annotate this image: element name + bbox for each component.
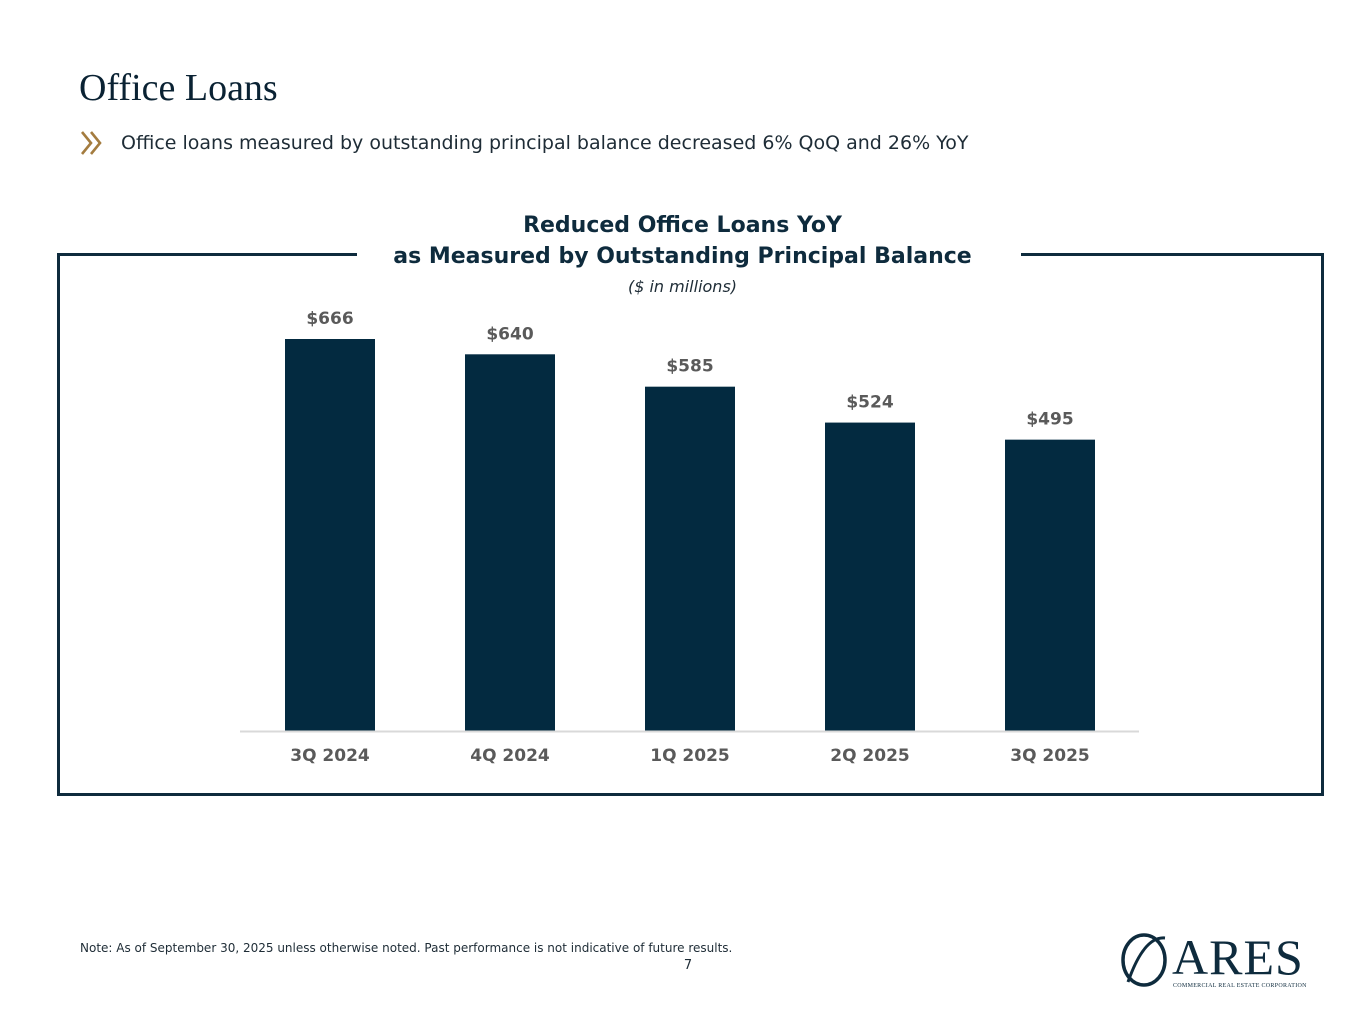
bar <box>645 386 735 731</box>
bar <box>1005 439 1095 731</box>
bar <box>465 354 555 731</box>
x-tick-label: 3Q 2024 <box>290 746 370 766</box>
logo-wordmark: ARES <box>1172 929 1304 985</box>
data-label: $495 <box>1026 410 1073 430</box>
x-tick-label: 2Q 2025 <box>830 746 910 766</box>
ares-orbit-icon <box>1121 933 1167 987</box>
page-number: 7 <box>683 958 693 973</box>
bar <box>825 422 915 731</box>
data-label: $666 <box>306 309 353 329</box>
chart-title-line1: Reduced Office Loans YoY <box>523 213 842 238</box>
data-label: $640 <box>486 324 533 344</box>
footnote: Note: As of September 30, 2025 unless ot… <box>80 941 733 955</box>
x-tick-label: 1Q 2025 <box>650 746 730 766</box>
x-tick-label: 3Q 2025 <box>1010 746 1090 766</box>
data-label: $585 <box>666 357 713 377</box>
chart-unit-note: ($ in millions) <box>627 277 738 296</box>
logo-subtitle: COMMERCIAL REAL ESTATE CORPORATION <box>1173 983 1307 989</box>
x-tick-label: 4Q 2024 <box>470 746 550 766</box>
ares-logo: ARES COMMERCIAL REAL ESTATE CORPORATION <box>1118 930 1308 994</box>
data-label: $524 <box>846 393 893 413</box>
bullet-text: Office loans measured by outstanding pri… <box>121 132 969 154</box>
bar <box>285 339 375 731</box>
chart-title-gap <box>357 247 1021 259</box>
double-chevron-right-icon <box>80 131 102 155</box>
chart-title-line2: as Measured by Outstanding Principal Bal… <box>393 244 972 269</box>
page-title: Office Loans <box>79 67 278 109</box>
